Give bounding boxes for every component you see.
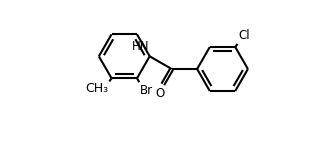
Text: O: O xyxy=(156,88,165,100)
Text: Cl: Cl xyxy=(238,29,250,42)
Text: Br: Br xyxy=(140,85,153,97)
Text: HN: HN xyxy=(131,40,149,53)
Text: CH₃: CH₃ xyxy=(85,82,109,95)
